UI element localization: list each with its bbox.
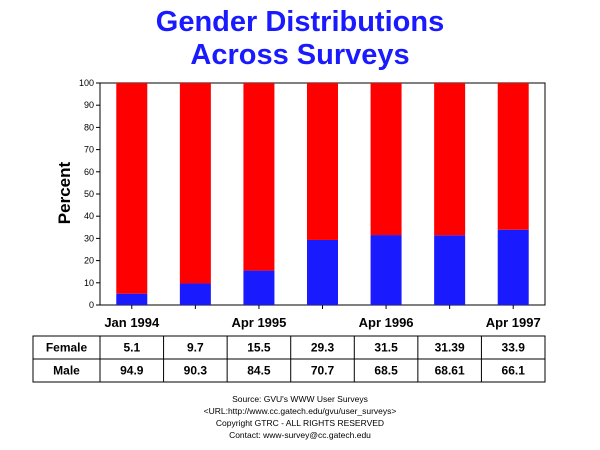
x-tick-label: Jan 1994 bbox=[104, 315, 160, 330]
y-tick-label: 70 bbox=[84, 145, 94, 155]
bar-male-2 bbox=[179, 83, 211, 284]
x-tick-label: Apr 1995 bbox=[231, 315, 286, 330]
y-tick-label: 10 bbox=[84, 278, 94, 288]
bar-female-4 bbox=[307, 239, 338, 305]
y-tick-label: 0 bbox=[89, 300, 94, 310]
table-cell: 9.7 bbox=[187, 341, 204, 355]
table-cell: 66.1 bbox=[502, 364, 526, 378]
x-tick-label: Apr 1997 bbox=[486, 315, 541, 330]
table-cell: 31.5 bbox=[374, 341, 398, 355]
y-tick-label: 20 bbox=[84, 256, 94, 266]
bar-female-6 bbox=[434, 235, 466, 305]
y-tick-label: 100 bbox=[79, 78, 94, 88]
bar-female-5 bbox=[370, 235, 402, 305]
source-footer: Source: GVU's WWW User Surveys <URL:http… bbox=[0, 393, 600, 441]
y-tick-label: 60 bbox=[84, 167, 94, 177]
table-cell: 70.7 bbox=[311, 364, 335, 378]
data-table: Female 5.1 9.7 15.5 29.3 31.5 31.39 33.9 Male 94.… bbox=[32, 335, 546, 383]
table-cell: 68.61 bbox=[435, 364, 465, 378]
chart-title-line-2: Across Surveys bbox=[190, 39, 410, 71]
url-line: <URL:http://www.cc.gatech.edu/gvu/user_s… bbox=[203, 406, 397, 416]
table-cell: 84.5 bbox=[247, 364, 271, 378]
bar-female-3 bbox=[243, 270, 275, 305]
bar-male-6 bbox=[434, 83, 466, 236]
copyright-line: Copyright GTRC - ALL RIGHTS RESERVED bbox=[215, 418, 385, 428]
x-tick-label: Apr 1996 bbox=[359, 315, 414, 330]
y-tick-label: 80 bbox=[84, 122, 94, 132]
bar-female-7 bbox=[497, 229, 529, 305]
y-tick-label: 90 bbox=[84, 100, 94, 110]
bar-female-1 bbox=[116, 293, 148, 305]
table-row-label: Female bbox=[46, 341, 88, 355]
source-line: Source: GVU's WWW User Surveys bbox=[232, 394, 368, 404]
bar-male-4 bbox=[307, 83, 338, 240]
plot-area: 0 10 20 30 40 50 60 70 80 90 100 Jan 1994 Apr 1995 Ap… bbox=[79, 78, 546, 330]
table-cell: 94.9 bbox=[120, 364, 144, 378]
y-tick-label: 50 bbox=[84, 189, 94, 199]
table-cell: 33.9 bbox=[502, 341, 526, 355]
table-cell: 68.5 bbox=[374, 364, 398, 378]
chart-title-line-1: Gender Distributions bbox=[155, 6, 445, 38]
bar-female-2 bbox=[179, 283, 211, 305]
bar-male-3 bbox=[243, 83, 275, 271]
table-cell: 5.1 bbox=[123, 341, 140, 355]
table-cell: 90.3 bbox=[184, 364, 208, 378]
bar-male-7 bbox=[497, 83, 529, 230]
table-row-label: Male bbox=[53, 364, 80, 378]
y-axis-label: Percent bbox=[55, 161, 74, 224]
bar-male-5 bbox=[370, 83, 402, 236]
bar-male-1 bbox=[116, 83, 148, 294]
y-tick-label: 40 bbox=[84, 211, 94, 221]
contact-line: Contact: www-survey@cc.gatech.edu bbox=[229, 430, 371, 440]
table-cell: 31.39 bbox=[435, 341, 465, 355]
y-tick-label: 30 bbox=[84, 233, 94, 243]
table-cell: 15.5 bbox=[247, 341, 271, 355]
table-cell: 29.3 bbox=[311, 341, 335, 355]
chart-title: Gender Distributions Across Surveys bbox=[0, 6, 600, 72]
